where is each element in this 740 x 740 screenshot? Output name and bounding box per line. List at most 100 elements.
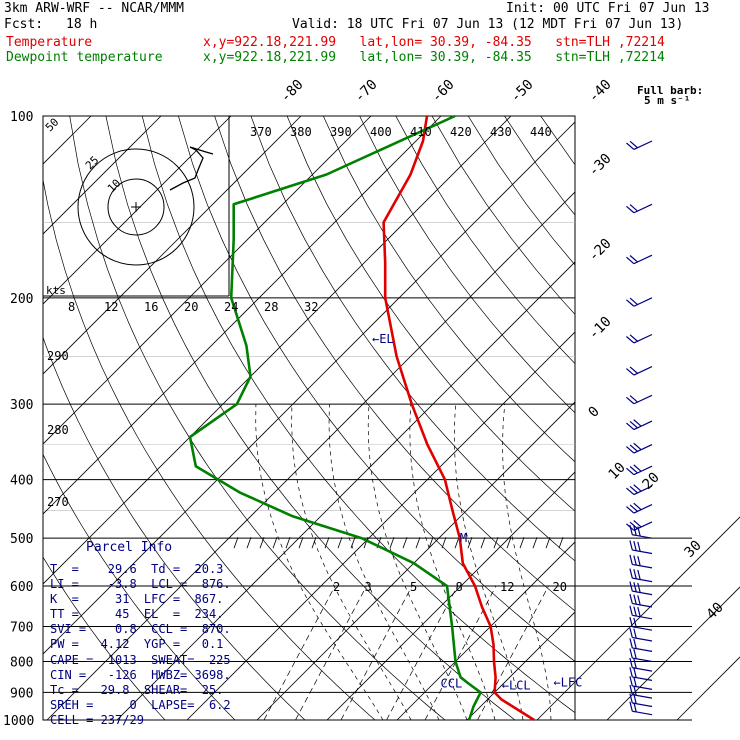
isotherm-line: [466, 611, 575, 720]
level-tick: [337, 537, 343, 549]
isotherm-line: [43, 116, 442, 515]
level-tick: [233, 537, 239, 549]
hodograph-trace: [169, 146, 214, 191]
wind-barb: [626, 419, 653, 431]
isotherm-line: [326, 471, 575, 720]
barb-flag: [629, 204, 638, 212]
theta-e-label: 430: [490, 125, 512, 139]
isotherm-line: [116, 261, 575, 720]
barb-staff: [632, 590, 653, 596]
level-tick: [246, 537, 252, 549]
level-tick: [350, 537, 356, 549]
barb-staff: [632, 577, 653, 583]
level-tick: [259, 537, 265, 549]
barb-flag: [629, 693, 633, 704]
pressure-tick-label: 900: [10, 686, 33, 701]
wind-barb: [626, 464, 653, 476]
dry-adiabat: [359, 116, 575, 414]
dry-adiabat: [395, 116, 575, 365]
full-barb-label: Full barb:: [637, 84, 703, 97]
level-marker: M: [460, 531, 467, 545]
speed-scale-label: 32: [304, 300, 318, 314]
dry-adiabat: [540, 116, 575, 166]
theta-label: 270: [47, 495, 69, 509]
barb-flag: [629, 444, 638, 452]
skewed-temperature-label: 20: [640, 470, 663, 493]
barb-staff: [633, 420, 653, 431]
barb-flag: [629, 581, 633, 592]
barb-staff: [632, 657, 653, 663]
mixing-ratio-line: [424, 585, 497, 720]
barb-flag: [633, 658, 637, 669]
dry-adiabat: [43, 336, 306, 720]
hodograph-ring: [77, 148, 195, 266]
temperature-location: x,y=922.18,221.99 lat,lon= 30.39, -84.35…: [203, 35, 665, 50]
dry-adiabat: [577, 116, 740, 720]
barb-flag: [637, 607, 641, 617]
barb-flag: [633, 541, 637, 551]
barb-staff: [632, 676, 653, 681]
barb-flag: [633, 594, 637, 605]
barb-staff: [633, 485, 653, 496]
dry-adiabat: [250, 116, 575, 562]
barb-flag: [626, 467, 635, 476]
dry-adiabat: [286, 116, 575, 512]
skewed-temperature-label: 40: [704, 600, 727, 623]
wind-barb: [626, 203, 653, 214]
barb-staff: [632, 694, 653, 699]
barb-flag: [629, 648, 633, 659]
barb-staff: [633, 521, 653, 531]
parcel-info-title: Parcel Info: [86, 540, 173, 555]
isotherm-line: [256, 401, 575, 720]
skewed-temperature-label: -20: [586, 236, 615, 265]
barb-flag: [633, 419, 642, 427]
pressure-tick-label: 300: [10, 398, 33, 413]
level-tick: [558, 537, 564, 549]
wind-barb: [629, 581, 653, 596]
barb-flag: [633, 520, 642, 528]
isotherm-line: [43, 116, 512, 585]
barb-flag: [629, 297, 638, 306]
level-tick: [415, 537, 421, 549]
forecast-hour: 18 h: [66, 17, 98, 32]
barb-staff: [632, 626, 653, 631]
barb-staff: [633, 394, 653, 405]
speed-scale-label: 12: [104, 300, 118, 314]
dry-adiabat: [69, 116, 446, 720]
wind-barb: [629, 676, 653, 690]
parcel-info-row: TT = 45 EL = 234.: [50, 607, 224, 621]
skew-grid: [43, 116, 740, 720]
mixing-ratio-label: 8: [455, 580, 462, 594]
temperature-legend: Temperature: [6, 35, 93, 50]
barb-flag: [626, 506, 635, 514]
dry-adiabat: [141, 116, 575, 714]
parcel-info-row: CELL = 237/29: [50, 713, 144, 727]
skewed-temperature-label: -40: [586, 77, 615, 106]
barb-flag: [626, 446, 635, 454]
theta-e-label: 390: [330, 125, 352, 139]
barb-staff: [633, 465, 653, 476]
barb-staff: [633, 297, 653, 307]
barb-flag: [633, 638, 637, 649]
level-tick: [454, 537, 460, 549]
dewpoint-legend: Dewpoint temperature: [6, 50, 163, 65]
parcel-info-row: SREH = 0 LAPSE= 6.2: [50, 698, 231, 712]
barb-staff: [632, 710, 653, 716]
level-tick: [272, 537, 278, 549]
barb-flag: [629, 504, 638, 512]
barb-flag: [637, 541, 641, 552]
barb-flag: [633, 617, 637, 628]
moist-adiabat: [367, 404, 468, 720]
wind-barb: [626, 140, 653, 150]
parcel-info-row: T = 29.6 Td = 20.3: [50, 562, 224, 576]
wind-barb: [626, 520, 653, 531]
level-tick: [363, 537, 369, 549]
isotherm-line: [43, 121, 575, 655]
barb-flag: [629, 617, 633, 627]
pressure-tick-label: 1000: [3, 714, 34, 729]
moist-adiabat: [328, 404, 440, 720]
background-lines: [42, 115, 740, 721]
hodograph-ring-label: 25: [83, 154, 102, 173]
